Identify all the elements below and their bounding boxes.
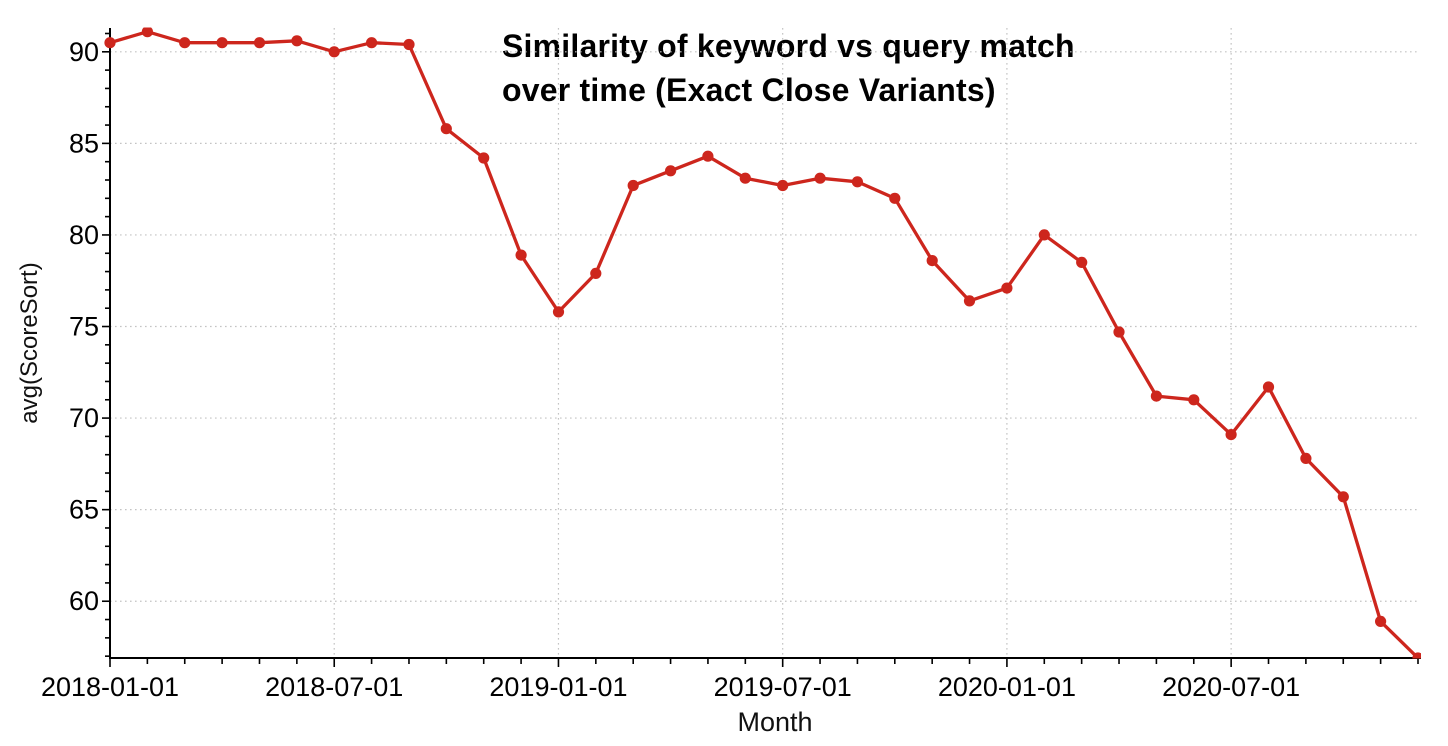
y-tick-label: 70 <box>69 403 99 433</box>
y-tick-label: 65 <box>69 495 99 525</box>
data-point <box>552 306 565 318</box>
data-point <box>665 165 677 177</box>
x-tick-label: 2020-07-01 <box>1162 672 1300 702</box>
data-point <box>814 172 826 184</box>
data-point <box>590 267 602 279</box>
x-axis-title: Month <box>737 707 813 737</box>
data-point <box>179 37 191 49</box>
x-tick-label: 2019-01-01 <box>489 672 627 702</box>
data-point <box>253 37 266 49</box>
data-point <box>1375 615 1387 628</box>
data-point <box>291 35 303 47</box>
y-tick-label: 85 <box>69 128 99 158</box>
data-point <box>1300 452 1312 464</box>
data-point <box>478 152 490 164</box>
data-point <box>1225 429 1237 441</box>
chart-title-line1: Similarity of keyword vs query match <box>502 28 1075 64</box>
data-point <box>104 37 116 49</box>
data-point <box>1412 652 1421 659</box>
data-point <box>1150 390 1162 402</box>
y-tick-label: 60 <box>69 586 99 616</box>
data-point <box>963 295 976 307</box>
data-point <box>1113 326 1125 338</box>
data-point <box>328 46 340 58</box>
data-point <box>851 176 864 188</box>
data-point <box>926 255 938 267</box>
data-point <box>777 179 789 192</box>
data-point <box>1038 229 1050 241</box>
data-point <box>702 150 714 162</box>
chart-title: Similarity of keyword vs query match ove… <box>502 24 1075 112</box>
x-tick-label: 2018-01-01 <box>41 672 179 702</box>
data-point <box>440 123 452 135</box>
series-line <box>109 30 1420 659</box>
data-point <box>1262 381 1275 393</box>
data-point <box>403 38 415 51</box>
x-tick-label: 2018-07-01 <box>265 672 403 702</box>
data-point <box>141 27 153 38</box>
data-point <box>889 192 901 204</box>
x-tick-label: 2020-01-01 <box>938 672 1076 702</box>
data-point <box>216 37 228 49</box>
data-point <box>515 249 527 261</box>
x-tick-label: 2019-07-01 <box>714 672 852 702</box>
data-point <box>627 179 639 192</box>
chart-title-line2: over time (Exact Close Variants) <box>502 72 996 108</box>
data-point <box>739 172 751 184</box>
y-tick-label: 75 <box>69 312 99 342</box>
data-point <box>1337 491 1349 503</box>
y-tick-label: 90 <box>69 37 99 67</box>
data-point <box>1076 256 1088 268</box>
data-point <box>1188 394 1200 406</box>
data-point <box>1001 282 1013 294</box>
data-point <box>366 37 378 49</box>
y-tick-label: 80 <box>69 220 99 250</box>
